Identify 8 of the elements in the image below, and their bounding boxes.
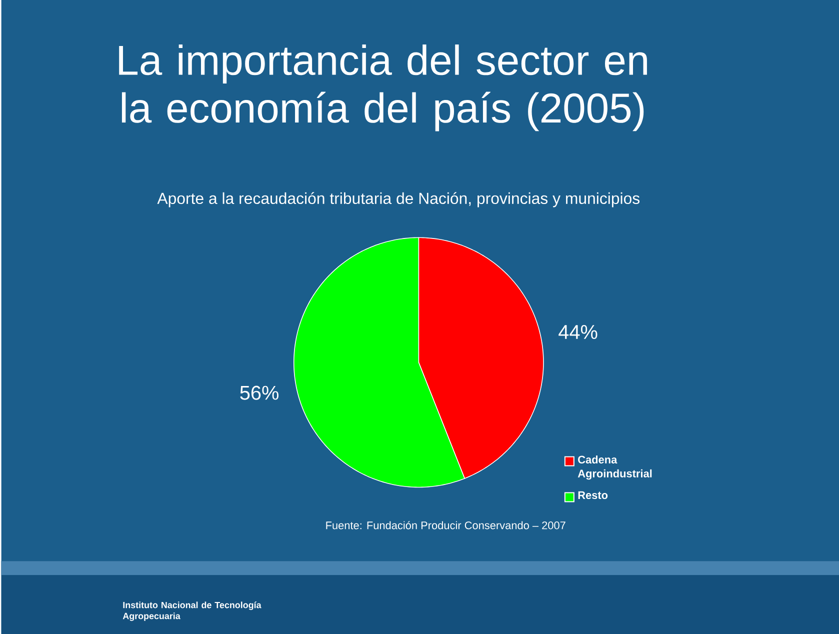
data-label: 44% [558, 325, 598, 339]
source-note: Fuente: Fundación Producir Conservando – 2007 [326, 521, 566, 530]
text: Instituto Nacional de Tecnología Agropecuaria [122, 602, 262, 621]
data-label: 56% [240, 386, 278, 400]
chart-subtitle: Aporte a la recaudación tributaria de Nación, provincias y municipios [157, 192, 640, 208]
chart-title: La importancia del sector en la economía del país (2005) [119, 44, 647, 132]
legend-label: Resto [578, 491, 608, 500]
legend-label: Cadena Agroindustrial [578, 455, 652, 480]
